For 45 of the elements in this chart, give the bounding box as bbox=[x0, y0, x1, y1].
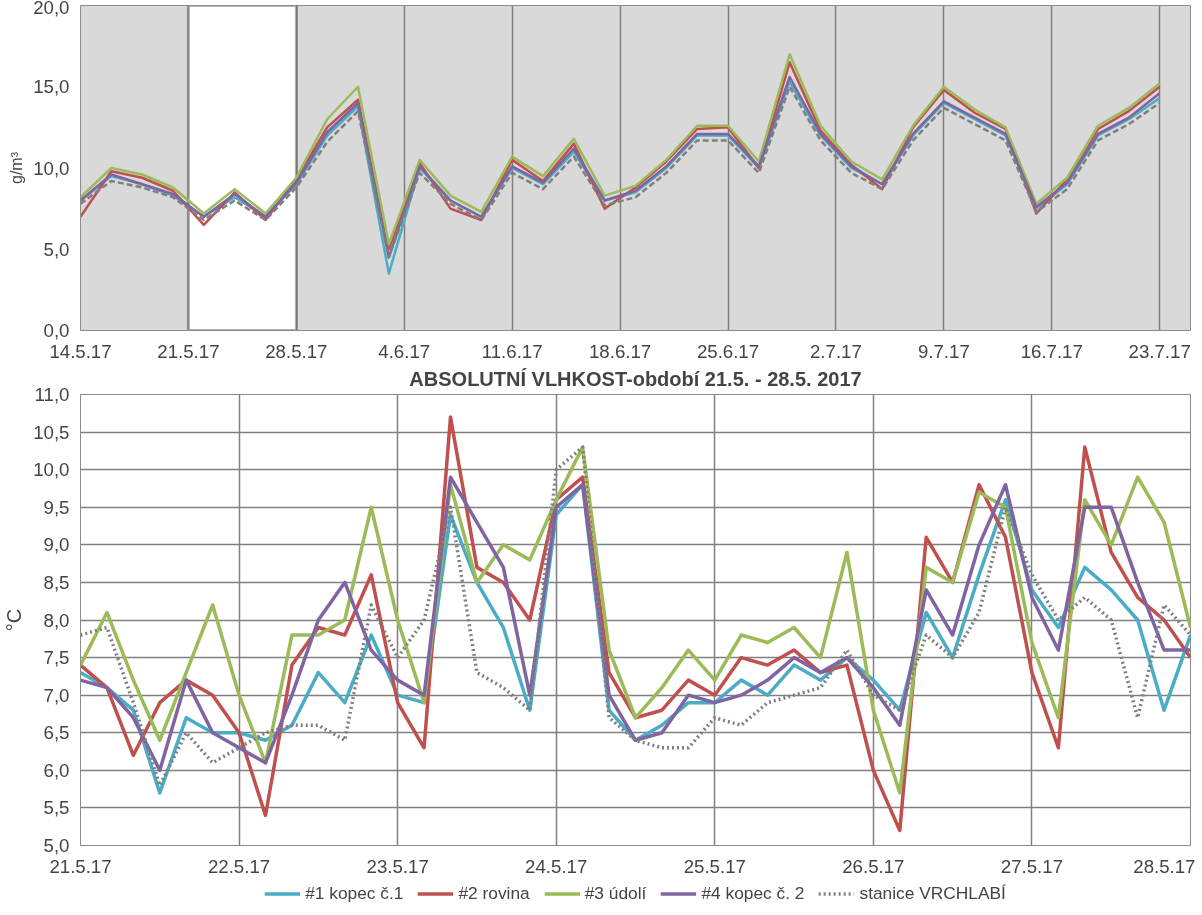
x-tick-label: 21.5.17 bbox=[49, 855, 112, 877]
y-tick-label: 5,0 bbox=[43, 835, 70, 856]
y-tick-label: 5,5 bbox=[43, 797, 70, 819]
y-tick-label: 9,0 bbox=[43, 534, 70, 556]
x-tick-label: 2.7.17 bbox=[809, 340, 862, 362]
y-tick-label: 9,5 bbox=[43, 496, 70, 518]
x-tick-label: 25.5.17 bbox=[683, 855, 746, 877]
y-tick-label: 8,5 bbox=[43, 571, 70, 593]
y-tick-label: 6,5 bbox=[43, 722, 70, 744]
x-tick-label: 24.5.17 bbox=[525, 855, 588, 877]
legend-label: #2 rovina bbox=[458, 882, 530, 904]
x-tick-label: 26.5.17 bbox=[842, 855, 905, 877]
y-tick-label: 7,5 bbox=[43, 647, 70, 669]
y-tick-label: 6,0 bbox=[43, 759, 70, 781]
legend-label: #3 údolí bbox=[584, 882, 647, 904]
y-tick-label: 8,0 bbox=[43, 609, 70, 631]
y-tick-label: 10,5 bbox=[33, 421, 70, 443]
x-tick-label: 9.7.17 bbox=[917, 340, 970, 362]
x-tick-label: 23.5.17 bbox=[366, 855, 429, 877]
y-tick-label: 10,0 bbox=[33, 157, 70, 179]
y-axis-title: °C bbox=[3, 608, 26, 632]
legend-label: #1 kopec č.1 bbox=[305, 882, 404, 904]
y-tick-label: 15,0 bbox=[33, 76, 70, 98]
legend-label: stanice VRCHLABÍ bbox=[859, 882, 1006, 904]
y-tick-label: 11,0 bbox=[34, 384, 70, 405]
x-tick-label: 27.5.17 bbox=[1000, 855, 1064, 877]
y-tick-label: 20,0 bbox=[33, 0, 70, 18]
x-tick-label: 25.6.17 bbox=[696, 340, 760, 362]
y-axis-title: g/m³ bbox=[8, 151, 26, 184]
y-tick-label: 5,0 bbox=[43, 238, 70, 260]
x-tick-label: 21.5.17 bbox=[157, 340, 220, 362]
chart-title: ABSOLUTNÍ VLHKOST-období 21.5. - 28.5. 2017 bbox=[409, 367, 862, 390]
x-tick-label: 16.7.17 bbox=[1020, 340, 1083, 362]
x-tick-label: 28.5.17 bbox=[265, 340, 328, 362]
x-tick-label: 14.5.17 bbox=[49, 340, 112, 362]
x-tick-label: 28.5.17 bbox=[1133, 855, 1196, 877]
x-tick-label: 23.7.17 bbox=[1128, 340, 1191, 362]
y-tick-label: 10,0 bbox=[33, 459, 70, 481]
y-tick-label: 7,0 bbox=[43, 684, 70, 706]
x-tick-label: 18.6.17 bbox=[588, 340, 652, 362]
x-tick-label: 11.6.17 bbox=[481, 340, 543, 362]
y-tick-label: 0,0 bbox=[43, 320, 70, 341]
legend-label: #4 kopec č. 2 bbox=[701, 882, 805, 904]
x-tick-label: 22.5.17 bbox=[207, 855, 271, 877]
x-tick-label: 4.6.17 bbox=[378, 340, 431, 362]
